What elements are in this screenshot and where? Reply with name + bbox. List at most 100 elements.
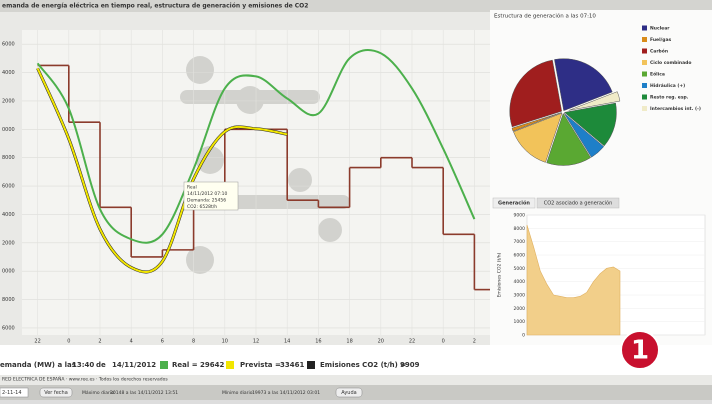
x-tick-label: 14 xyxy=(284,339,290,345)
button-label[interactable]: Ayuda xyxy=(341,390,356,396)
tooltip-text: Demanda: 25456 xyxy=(187,198,226,204)
footer-prev-label: Prevista = xyxy=(240,361,281,369)
tooltip-text: Real xyxy=(187,185,197,191)
legend-label: Resto reg. esp. xyxy=(650,95,689,101)
date-input[interactable] xyxy=(0,387,29,398)
button-label[interactable]: Ver fecha xyxy=(44,390,68,396)
min-label: Mínimo diario: xyxy=(222,389,254,396)
pie-slice xyxy=(563,102,617,147)
y-tick-label: 0 xyxy=(522,333,525,339)
tooltip-text: 14/11/2012 07:10 xyxy=(187,191,227,197)
copyright: RED ELECTRICA DE ESPAÑA · www.ree.es · T… xyxy=(2,376,168,383)
button[interactable] xyxy=(39,387,73,398)
page-title: emanda de energía eléctrica en tiempo re… xyxy=(2,3,308,10)
footer-date: 14/11/2012 xyxy=(112,361,156,369)
tab-label[interactable]: CO2 asociado a generación xyxy=(544,200,613,207)
max-label: Máximo diario: xyxy=(82,389,115,396)
line xyxy=(36,67,288,273)
legend-swatch xyxy=(642,37,647,42)
y-tick-label: 2000 xyxy=(2,98,15,104)
y-tick-label: 6000 xyxy=(514,253,526,259)
tab-label[interactable]: Generación xyxy=(498,200,530,207)
footer-de: de xyxy=(96,361,106,369)
legend-label: Intercambios int. (-) xyxy=(650,106,701,112)
legend-swatch xyxy=(160,361,168,369)
y-tick-label: 4000 xyxy=(2,70,15,76)
legend-swatch xyxy=(642,71,647,77)
date-value[interactable]: 2-11-14 xyxy=(2,390,22,396)
footer-co2: 9909 xyxy=(400,361,420,369)
y-tick-label: 7000 xyxy=(514,239,526,245)
legend-label: Eólica xyxy=(650,71,665,78)
button[interactable] xyxy=(335,387,363,398)
line xyxy=(36,48,476,244)
y-tick-label: 1000 xyxy=(514,319,526,325)
pie-slice xyxy=(568,91,621,111)
legend-label: Ciclo combinado xyxy=(650,60,691,66)
x-tick-label: 22 xyxy=(34,339,40,345)
y-tick-label: 8000 xyxy=(2,297,15,303)
legend-swatch xyxy=(642,48,647,54)
footer-label: emanda (MW) a las xyxy=(0,361,76,369)
x-tick-label: 0 xyxy=(67,339,70,345)
tv-logo xyxy=(620,330,660,370)
legend-label: Hidráulica (+) xyxy=(650,82,685,89)
footer-real-label: Real = xyxy=(172,361,198,369)
tooltip-text: CO2: 6528t/h xyxy=(187,204,217,210)
y-tick-label: 0000 xyxy=(2,269,15,275)
pie-slice xyxy=(554,58,613,112)
legend-label: Carbón xyxy=(650,48,668,55)
x-tick-label: 20 xyxy=(378,339,384,345)
max-value: 30148 a las 14/11/2012 13:51 xyxy=(110,390,178,396)
x-tick-label: 2 xyxy=(98,339,101,345)
x-tick-label: 8 xyxy=(192,339,195,345)
x-tick-label: 18 xyxy=(346,339,352,345)
legend-swatch xyxy=(226,361,234,369)
y-tick-label: 2000 xyxy=(2,240,15,246)
legend-swatch xyxy=(307,361,315,369)
x-tick-label: 4 xyxy=(130,339,133,345)
legend-swatch xyxy=(642,25,647,31)
y-tick-label: 8000 xyxy=(2,155,15,161)
y-tick-label: 4000 xyxy=(2,212,15,218)
footer-time: 13:40 xyxy=(72,361,94,369)
y-tick-label: 0000 xyxy=(2,127,15,133)
y-tick-label: 3000 xyxy=(514,293,526,299)
pie-slice xyxy=(513,112,563,163)
footer xyxy=(0,345,712,375)
footer-real: 29642 xyxy=(200,361,224,369)
y-tick-label: 8000 xyxy=(514,226,526,232)
x-tick-label: 0 xyxy=(442,339,445,345)
y-axis-title: Emisiones CO2 (t/h) xyxy=(497,252,503,297)
tooltip xyxy=(183,181,239,211)
y-tick-label: 6000 xyxy=(2,184,15,190)
footer-prev: 33461 xyxy=(280,361,304,369)
y-tick-label: 5000 xyxy=(514,266,526,272)
min-value: 19973 a las 14/11/2012 03:01 xyxy=(252,390,320,396)
pie-slice xyxy=(511,112,562,132)
y-tick-label: 6000 xyxy=(2,42,15,48)
footer-co2-label: Emisiones CO2 (t/h) = xyxy=(320,361,406,369)
area xyxy=(526,224,621,336)
y-tick-label: 6000 xyxy=(2,325,15,331)
x-tick-label: 12 xyxy=(253,339,259,345)
legend-label: Fuel/gas xyxy=(650,37,672,43)
legend-swatch xyxy=(642,94,647,100)
pie-slice xyxy=(563,112,605,158)
tab[interactable] xyxy=(492,197,536,209)
pie-slice xyxy=(509,59,563,128)
x-tick-label: 6 xyxy=(161,339,164,345)
y-tick-label: 2000 xyxy=(514,306,526,312)
y-tick-label: 4000 xyxy=(514,279,526,285)
legend-label: Nuclear xyxy=(650,26,670,32)
pie-title: Estructura de generación a las 07:10 xyxy=(494,13,596,20)
pie-slice xyxy=(546,112,592,166)
x-tick-label: 16 xyxy=(315,339,321,345)
x-tick-label: 22 xyxy=(409,339,415,345)
legend-swatch xyxy=(642,83,647,88)
legend-swatch xyxy=(642,60,647,65)
tab[interactable] xyxy=(536,197,620,209)
x-tick-label: 2 xyxy=(473,339,476,345)
x-tick-label: 10 xyxy=(222,339,228,345)
background-decoration xyxy=(180,56,350,274)
